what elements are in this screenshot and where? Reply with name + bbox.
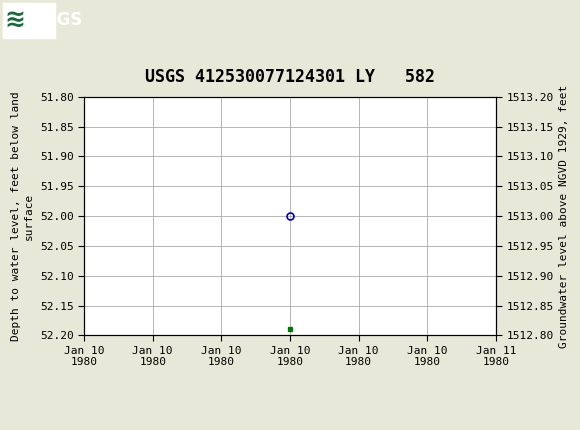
Y-axis label: Depth to water level, feet below land
surface: Depth to water level, feet below land su… [11,91,34,341]
FancyBboxPatch shape [3,3,55,37]
Text: ≋: ≋ [4,9,25,32]
Text: USGS 412530077124301 LY   582: USGS 412530077124301 LY 582 [145,68,435,86]
Y-axis label: Groundwater level above NGVD 1929, feet: Groundwater level above NGVD 1929, feet [559,84,569,348]
Text: USGS: USGS [32,12,83,29]
